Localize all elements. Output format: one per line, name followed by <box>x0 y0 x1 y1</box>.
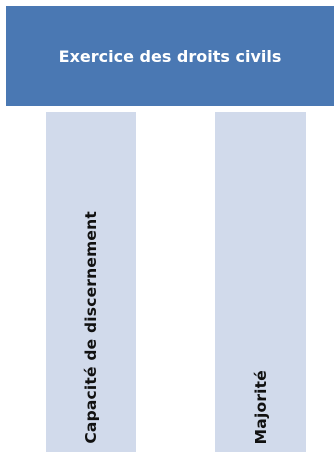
column-majorite-inner: Majorité <box>215 112 306 452</box>
header-title: Exercice des droits civils <box>58 46 282 66</box>
column-capacite-label: Capacité de discernement <box>82 211 100 444</box>
column-capacite-inner: Capacité de discernement <box>46 112 136 452</box>
column-capacite: Capacité de discernement <box>46 112 136 452</box>
column-majorite-label: Majorité <box>251 369 270 444</box>
header-box: Exercice des droits civils <box>6 6 334 106</box>
column-majorite: Majorité <box>215 112 306 452</box>
